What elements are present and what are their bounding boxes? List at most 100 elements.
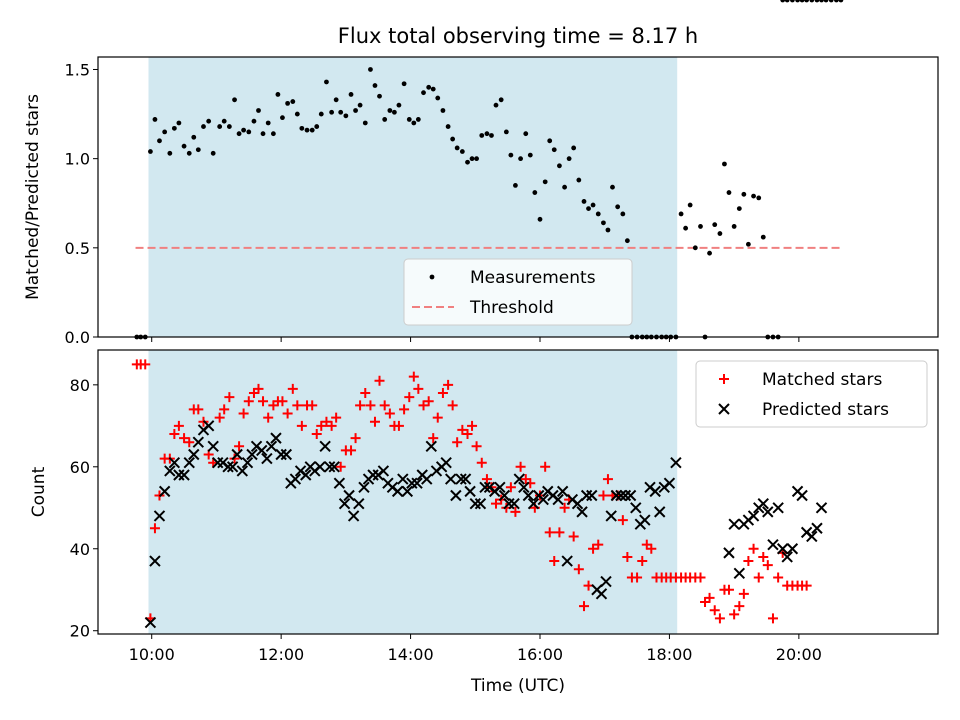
matched-star-point <box>568 531 579 542</box>
matched-star-point <box>505 482 516 493</box>
measurement-point <box>368 67 373 72</box>
predicted-star-point <box>513 473 526 485</box>
predicted-star-point <box>406 477 418 489</box>
matched-star-point <box>173 420 184 431</box>
measurement-point <box>459 149 465 154</box>
legend-label-measurements: Measurements <box>470 268 596 288</box>
matched-star-point <box>399 404 410 415</box>
measurement-point <box>226 124 232 129</box>
measurement-point <box>489 133 494 138</box>
measurement-point <box>741 191 747 197</box>
x-tick-label: 10:00 <box>129 645 175 664</box>
matched-star-point <box>277 396 288 407</box>
measurement-point <box>595 211 601 217</box>
matched-star-point <box>554 527 565 538</box>
predicted-star-point <box>649 485 661 498</box>
matched-star-point <box>762 560 773 571</box>
matched-star-point <box>238 408 249 419</box>
predicted-star-point <box>503 497 515 510</box>
measurement-point <box>698 224 703 229</box>
measurement-point <box>377 93 382 99</box>
matched-star-point <box>229 453 240 464</box>
top-y-tick-label: 1.5 <box>65 60 90 79</box>
measurement-point <box>731 224 737 229</box>
measurement-point <box>557 163 562 169</box>
predicted-star-point <box>164 465 176 477</box>
measurement-point <box>256 108 261 113</box>
measurement-point <box>318 111 324 117</box>
predicted-star-point <box>343 489 355 502</box>
matched-star-point <box>579 601 590 612</box>
matched-star-point <box>510 506 521 517</box>
measurement-point <box>454 145 460 151</box>
measurement-point <box>566 156 572 162</box>
predicted-star-point <box>188 448 200 461</box>
measurement-point <box>421 90 426 96</box>
measurement-point <box>523 131 529 137</box>
predicted-star-point <box>226 461 239 473</box>
measurement-point <box>396 102 402 108</box>
top-axes-frame <box>97 56 939 338</box>
measurement-point <box>493 102 499 108</box>
matched-star-point <box>374 375 385 386</box>
measurement-point <box>683 225 689 231</box>
predicted-star-point <box>474 497 487 510</box>
predicted-star-point <box>347 510 360 522</box>
measurement-point <box>299 125 305 131</box>
predicted-star-point <box>815 502 828 514</box>
measurement-point <box>324 79 329 85</box>
matched-star-point <box>748 543 759 554</box>
legend-matched-marker <box>719 374 729 384</box>
top-panel: 0.0 0.5 1.0 1.5 Matched/Predicted stars Mea… <box>23 0 939 347</box>
predicted-star-point <box>595 588 608 600</box>
measurement-point <box>241 127 247 133</box>
matched-star-point <box>471 441 482 452</box>
matched-star-point <box>179 433 190 444</box>
matched-star-point <box>549 556 560 567</box>
measurement-point <box>329 109 335 115</box>
predicted-star-point <box>202 420 215 432</box>
measurement-point <box>333 97 339 103</box>
predicted-star-point <box>173 469 185 481</box>
matched-star-point <box>801 580 812 591</box>
predicted-star-point <box>192 436 205 448</box>
predicted-star-point <box>319 440 331 453</box>
predicted-star-point <box>144 616 157 629</box>
x-axis-label: Time (UTC) <box>470 676 565 696</box>
predicted-star-point <box>275 448 287 461</box>
measurement-point <box>309 127 315 133</box>
top-y-tick-label: 0.0 <box>65 328 90 347</box>
predicted-star-point <box>401 485 414 498</box>
measurement-point <box>789 0 795 3</box>
measurement-point <box>217 124 223 129</box>
measurement-point <box>435 95 441 101</box>
predicted-star-point <box>580 489 593 502</box>
matched-star-point <box>393 420 404 431</box>
matched-star-point <box>573 564 584 575</box>
measurement-point <box>756 195 762 201</box>
legend-measurement-marker <box>429 274 435 280</box>
matched-star-point <box>617 515 628 526</box>
measurement-point <box>221 118 227 124</box>
x-tick-label: 20:00 <box>776 645 822 664</box>
predicted-star-point <box>367 469 379 481</box>
matched-star-point <box>287 383 298 394</box>
predicted-star-point <box>552 493 564 506</box>
matched-star-point <box>758 551 769 562</box>
measurement-point <box>527 152 533 158</box>
measurement-point <box>760 234 766 240</box>
measurement-point <box>401 81 407 87</box>
matched-star-point <box>413 383 424 394</box>
predicted-star-point <box>796 489 808 502</box>
matched-star-point <box>379 400 390 411</box>
matched-star-point <box>184 437 195 448</box>
legend-label-threshold: Threshold <box>469 298 554 318</box>
predicted-star-point <box>207 440 219 453</box>
measurement-point <box>167 150 173 156</box>
matched-star-point <box>432 412 443 423</box>
predicted-star-point <box>231 448 243 461</box>
predicted-star-point <box>153 510 166 522</box>
predicted-star-point <box>762 506 774 518</box>
measurement-point <box>338 109 344 115</box>
matched-star-point <box>602 474 613 485</box>
